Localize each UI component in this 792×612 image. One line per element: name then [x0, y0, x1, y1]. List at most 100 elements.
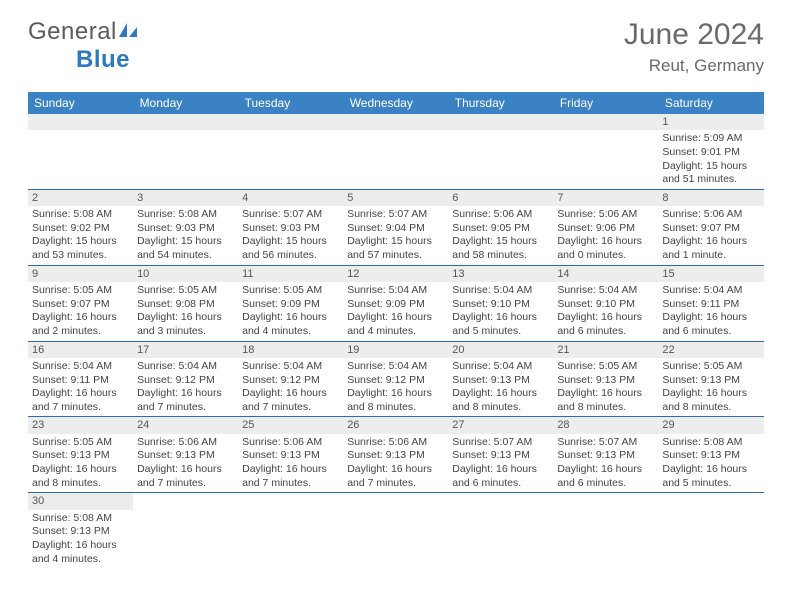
sunrise-text: Sunrise: 5:07 AM: [452, 436, 549, 450]
sunrise-text: Sunrise: 5:06 AM: [242, 436, 339, 450]
location-label: Reut, Germany: [624, 56, 764, 76]
sunrise-text: Sunrise: 5:04 AM: [557, 284, 654, 298]
sunrise-text: Sunrise: 5:06 AM: [557, 208, 654, 222]
day-number: 27: [448, 417, 553, 433]
sunrise-text: Sunrise: 5:05 AM: [32, 284, 129, 298]
sunset-text: Sunset: 9:08 PM: [137, 298, 234, 312]
sunrise-text: Sunrise: 5:05 AM: [557, 360, 654, 374]
daylight-text: Daylight: 16 hours and 5 minutes.: [452, 311, 549, 338]
sunset-text: Sunset: 9:13 PM: [557, 449, 654, 463]
daylight-text: Daylight: 15 hours and 53 minutes.: [32, 235, 129, 262]
calendar-row: 16Sunrise: 5:04 AMSunset: 9:11 PMDayligh…: [28, 341, 764, 417]
calendar-cell: [28, 114, 133, 189]
calendar-cell: 30Sunrise: 5:08 AMSunset: 9:13 PMDayligh…: [28, 493, 133, 568]
calendar-cell: 5Sunrise: 5:07 AMSunset: 9:04 PMDaylight…: [343, 189, 448, 265]
cell-body: Sunrise: 5:05 AMSunset: 9:07 PMDaylight:…: [28, 282, 133, 341]
calendar-cell: 8Sunrise: 5:06 AMSunset: 9:07 PMDaylight…: [658, 189, 763, 265]
daylight-text: Daylight: 16 hours and 7 minutes.: [137, 387, 234, 414]
daylight-text: Daylight: 16 hours and 5 minutes.: [662, 463, 759, 490]
calendar-cell: 22Sunrise: 5:05 AMSunset: 9:13 PMDayligh…: [658, 341, 763, 417]
cell-body: Sunrise: 5:06 AMSunset: 9:13 PMDaylight:…: [238, 434, 343, 493]
weekday-header: Tuesday: [238, 92, 343, 114]
day-number: 6: [448, 190, 553, 206]
cell-body: Sunrise: 5:05 AMSunset: 9:09 PMDaylight:…: [238, 282, 343, 341]
day-number: 11: [238, 266, 343, 282]
sunrise-text: Sunrise: 5:04 AM: [452, 284, 549, 298]
cell-body: Sunrise: 5:04 AMSunset: 9:10 PMDaylight:…: [448, 282, 553, 341]
sunset-text: Sunset: 9:13 PM: [662, 374, 759, 388]
cell-body: Sunrise: 5:04 AMSunset: 9:11 PMDaylight:…: [28, 358, 133, 417]
day-number: 4: [238, 190, 343, 206]
calendar-row: 1Sunrise: 5:09 AMSunset: 9:01 PMDaylight…: [28, 114, 764, 189]
calendar-head: SundayMondayTuesdayWednesdayThursdayFrid…: [28, 92, 764, 114]
cell-body: Sunrise: 5:04 AMSunset: 9:12 PMDaylight:…: [238, 358, 343, 417]
sunset-text: Sunset: 9:07 PM: [662, 222, 759, 236]
calendar-cell: [448, 493, 553, 568]
daylight-text: Daylight: 16 hours and 4 minutes.: [242, 311, 339, 338]
cell-body: Sunrise: 5:05 AMSunset: 9:13 PMDaylight:…: [553, 358, 658, 417]
daylight-text: Daylight: 15 hours and 58 minutes.: [452, 235, 549, 262]
sunrise-text: Sunrise: 5:04 AM: [32, 360, 129, 374]
calendar-cell: 20Sunrise: 5:04 AMSunset: 9:13 PMDayligh…: [448, 341, 553, 417]
sunset-text: Sunset: 9:13 PM: [347, 449, 444, 463]
cell-body: Sunrise: 5:08 AMSunset: 9:13 PMDaylight:…: [658, 434, 763, 493]
daylight-text: Daylight: 16 hours and 6 minutes.: [557, 311, 654, 338]
sunset-text: Sunset: 9:09 PM: [242, 298, 339, 312]
sunrise-text: Sunrise: 5:06 AM: [452, 208, 549, 222]
day-number: 12: [343, 266, 448, 282]
calendar-cell: 14Sunrise: 5:04 AMSunset: 9:10 PMDayligh…: [553, 265, 658, 341]
sunset-text: Sunset: 9:13 PM: [452, 449, 549, 463]
logo-text-general: General: [28, 18, 117, 45]
daylight-text: Daylight: 16 hours and 3 minutes.: [137, 311, 234, 338]
day-number: 20: [448, 342, 553, 358]
calendar-cell: [553, 493, 658, 568]
daylight-text: Daylight: 16 hours and 6 minutes.: [557, 463, 654, 490]
calendar-cell: 10Sunrise: 5:05 AMSunset: 9:08 PMDayligh…: [133, 265, 238, 341]
sunrise-text: Sunrise: 5:04 AM: [242, 360, 339, 374]
day-number: 29: [658, 417, 763, 433]
sunset-text: Sunset: 9:13 PM: [137, 449, 234, 463]
calendar-cell: 7Sunrise: 5:06 AMSunset: 9:06 PMDaylight…: [553, 189, 658, 265]
cell-body: Sunrise: 5:07 AMSunset: 9:04 PMDaylight:…: [343, 206, 448, 265]
sunset-text: Sunset: 9:10 PM: [452, 298, 549, 312]
daylight-text: Daylight: 16 hours and 8 minutes.: [662, 387, 759, 414]
sunrise-text: Sunrise: 5:06 AM: [137, 436, 234, 450]
calendar-cell: [133, 114, 238, 189]
cell-body: Sunrise: 5:08 AMSunset: 9:02 PMDaylight:…: [28, 206, 133, 265]
daylight-text: Daylight: 16 hours and 7 minutes.: [347, 463, 444, 490]
sunrise-text: Sunrise: 5:09 AM: [662, 132, 759, 146]
calendar-cell: 6Sunrise: 5:06 AMSunset: 9:05 PMDaylight…: [448, 189, 553, 265]
calendar-cell: 29Sunrise: 5:08 AMSunset: 9:13 PMDayligh…: [658, 417, 763, 493]
daylight-text: Daylight: 16 hours and 4 minutes.: [32, 539, 129, 566]
calendar-cell: 11Sunrise: 5:05 AMSunset: 9:09 PMDayligh…: [238, 265, 343, 341]
daylight-text: Daylight: 16 hours and 7 minutes.: [242, 463, 339, 490]
day-number: 15: [658, 266, 763, 282]
sunset-text: Sunset: 9:13 PM: [242, 449, 339, 463]
weekday-header: Saturday: [658, 92, 763, 114]
cell-body: Sunrise: 5:07 AMSunset: 9:13 PMDaylight:…: [553, 434, 658, 493]
sunset-text: Sunset: 9:09 PM: [347, 298, 444, 312]
sunrise-text: Sunrise: 5:07 AM: [557, 436, 654, 450]
calendar-cell: 12Sunrise: 5:04 AMSunset: 9:09 PMDayligh…: [343, 265, 448, 341]
sunset-text: Sunset: 9:13 PM: [557, 374, 654, 388]
header: GeneralBlue June 2024 Reut, Germany: [0, 0, 792, 84]
calendar-cell: 19Sunrise: 5:04 AMSunset: 9:12 PMDayligh…: [343, 341, 448, 417]
calendar-cell: 21Sunrise: 5:05 AMSunset: 9:13 PMDayligh…: [553, 341, 658, 417]
day-number: 23: [28, 417, 133, 433]
sunrise-text: Sunrise: 5:05 AM: [32, 436, 129, 450]
sunset-text: Sunset: 9:13 PM: [32, 449, 129, 463]
cell-body: Sunrise: 5:05 AMSunset: 9:13 PMDaylight:…: [28, 434, 133, 493]
daylight-text: Daylight: 16 hours and 6 minutes.: [452, 463, 549, 490]
cell-body: Sunrise: 5:04 AMSunset: 9:12 PMDaylight:…: [133, 358, 238, 417]
sunset-text: Sunset: 9:01 PM: [662, 146, 759, 160]
day-number: 5: [343, 190, 448, 206]
daylight-text: Daylight: 16 hours and 7 minutes.: [137, 463, 234, 490]
day-number: 28: [553, 417, 658, 433]
daylight-text: Daylight: 16 hours and 8 minutes.: [32, 463, 129, 490]
daylight-text: Daylight: 16 hours and 2 minutes.: [32, 311, 129, 338]
sunset-text: Sunset: 9:12 PM: [137, 374, 234, 388]
cell-body: Sunrise: 5:06 AMSunset: 9:05 PMDaylight:…: [448, 206, 553, 265]
calendar-cell: 25Sunrise: 5:06 AMSunset: 9:13 PMDayligh…: [238, 417, 343, 493]
cell-body: Sunrise: 5:06 AMSunset: 9:07 PMDaylight:…: [658, 206, 763, 265]
daylight-text: Daylight: 16 hours and 1 minute.: [662, 235, 759, 262]
